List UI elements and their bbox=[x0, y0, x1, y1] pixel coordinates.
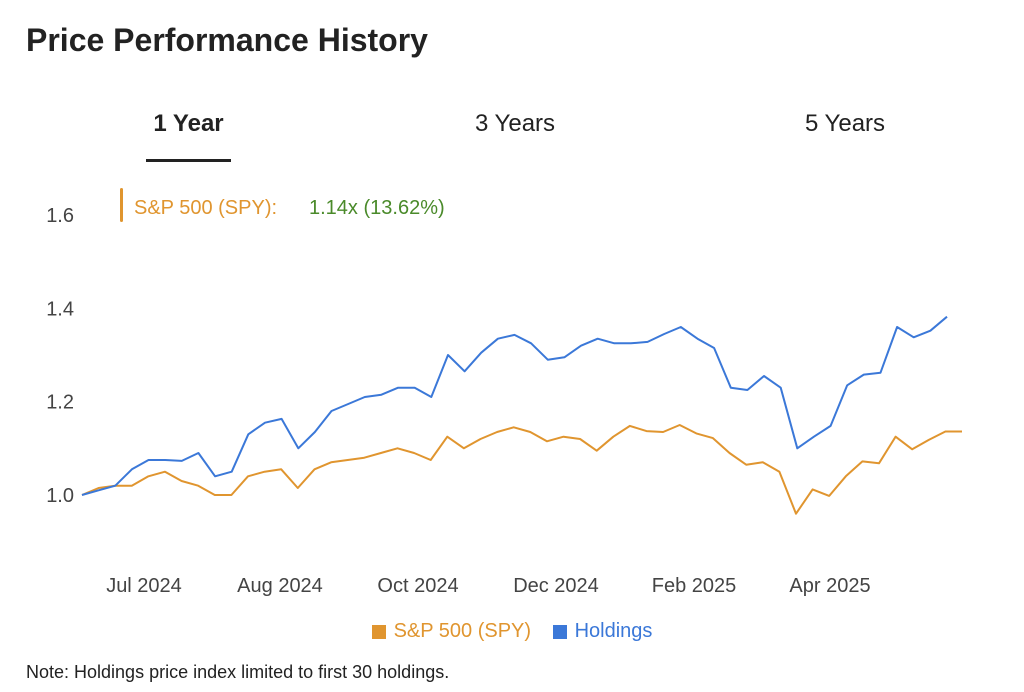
x-tick-label: Dec 2024 bbox=[513, 575, 599, 597]
legend-label-holdings: Holdings bbox=[574, 620, 653, 642]
footnote: Note: Holdings price index limited to fi… bbox=[26, 662, 450, 682]
tab-5-years[interactable]: 5 Years bbox=[804, 110, 886, 137]
active-tab-indicator bbox=[146, 159, 231, 162]
tab-3-years[interactable]: 3 Years bbox=[474, 110, 556, 137]
chart-legend: S&P 500 (SPY) Holdings bbox=[0, 620, 1024, 645]
price-chart[interactable]: 1.0 1.2 1.4 1.6 Jul 2024 Aug 2024 Oct 2024 Dec … bbox=[0, 170, 1024, 610]
x-tick-label: Feb 2025 bbox=[652, 575, 737, 597]
y-tick-label: 1.0 bbox=[46, 485, 74, 507]
legend-item-holdings[interactable]: Holdings bbox=[552, 620, 653, 643]
spy-series-line bbox=[81, 424, 962, 515]
x-tick-label: Aug 2024 bbox=[237, 575, 323, 597]
holdings-series-line bbox=[81, 315, 948, 496]
page-title: Price Performance History bbox=[26, 22, 428, 58]
legend-label-spy: S&P 500 (SPY) bbox=[393, 620, 532, 642]
tab-1-year[interactable]: 1 Year bbox=[153, 110, 224, 137]
holdings-swatch-icon bbox=[552, 624, 567, 639]
legend-item-spy[interactable]: S&P 500 (SPY) bbox=[371, 620, 532, 643]
tooltip-value: 1.14x (13.62%) bbox=[309, 197, 445, 219]
period-tabs: 1 Year 3 Years 5 Years bbox=[0, 110, 1024, 164]
tooltip-marker bbox=[120, 188, 123, 222]
tooltip-label: S&P 500 (SPY): bbox=[134, 197, 277, 219]
y-tick-label: 1.4 bbox=[46, 298, 74, 320]
spy-swatch-icon bbox=[371, 624, 386, 639]
y-tick-label: 1.6 bbox=[46, 205, 74, 227]
y-tick-label: 1.2 bbox=[46, 392, 74, 414]
x-tick-label: Jul 2024 bbox=[106, 575, 182, 597]
x-tick-label: Apr 2025 bbox=[789, 575, 870, 597]
x-tick-label: Oct 2024 bbox=[377, 575, 458, 597]
